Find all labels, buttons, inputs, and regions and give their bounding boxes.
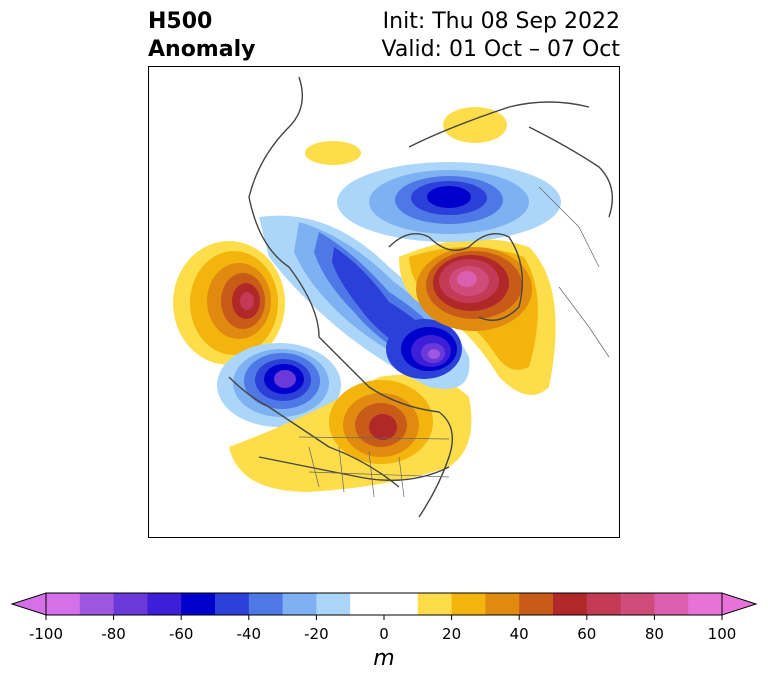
colorbar-bin [215,593,250,615]
colorbar-bin [248,593,284,615]
colorbar-bin [316,593,351,615]
colorbar-tick-label: -60 [169,625,194,643]
colorbar-tick-label: 0 [379,625,389,643]
colorbar-bin [113,593,148,615]
colorbar-bin [586,593,622,615]
title-type: Anomaly [148,37,256,62]
colorbar-boxes [10,592,758,616]
colorbar-extend-low [10,592,47,616]
map-dates: Init: Thu 08 Sep 2022 Valid: 01 Oct – 07… [382,8,620,64]
colorbar-bin [181,593,216,615]
colorbar-tick-label: -20 [304,625,329,643]
country-borders [298,186,610,498]
colorbar-bin [553,593,588,615]
colorbar-tick-label: -40 [237,625,262,643]
anomaly-siberian-arctic-trough [337,162,561,242]
colorbar-tick-label: 60 [577,625,596,643]
colorbar-tick-label: 100 [708,625,737,643]
colorbar-bin [519,593,554,615]
anomaly-east-siberia-ridge [443,107,507,143]
colorbar-bin [46,593,81,615]
colorbar-bin [688,593,723,615]
colorbar-unit-label: m [373,646,395,671]
colorbar-tick-label: -80 [101,625,126,643]
colorbar-bin [485,593,520,615]
anomaly-greenland-ridge [399,239,556,395]
colorbar-bin [384,593,419,615]
colorbar-bin [147,593,182,615]
colorbar-bin [451,593,486,615]
colorbar-bin [654,593,689,615]
colorbar-ticks: -100 -80 -60 -40 -20 0 20 40 60 80 100 [29,615,736,643]
colorbar-bin [417,593,453,615]
polar-stereographic-map [148,66,620,538]
colorbar-tick-label: 80 [645,625,664,643]
colorbar-tick-label: 40 [510,625,529,643]
title-variable: H500 [148,9,213,34]
colorbar-tick-label: -100 [29,625,63,643]
anomaly-north-russia-ridge [305,141,361,165]
coastlines [228,76,613,518]
anomaly-central-canada-ridge [229,374,472,492]
init-date-label: Init: Thu 08 Sep 2022 [382,9,620,34]
anomaly-canada-arctic-trough [259,215,470,389]
colorbar-bin [282,593,317,615]
valid-date-label: Valid: 01 Oct – 07 Oct [381,37,620,62]
colorbar-bin [350,593,385,615]
colorbar-tick-label: 20 [442,625,461,643]
anomaly-gulf-of-alaska-ridge [173,241,285,365]
colorbar-bin [79,593,115,615]
colorbar-bin [620,593,655,615]
map-canvas [173,76,613,518]
colorbar-extend-high [721,592,758,616]
map-title: H500 Anomaly [148,8,255,64]
colorbar: -100 -80 -60 -40 -20 0 20 40 60 80 100 [10,592,758,643]
